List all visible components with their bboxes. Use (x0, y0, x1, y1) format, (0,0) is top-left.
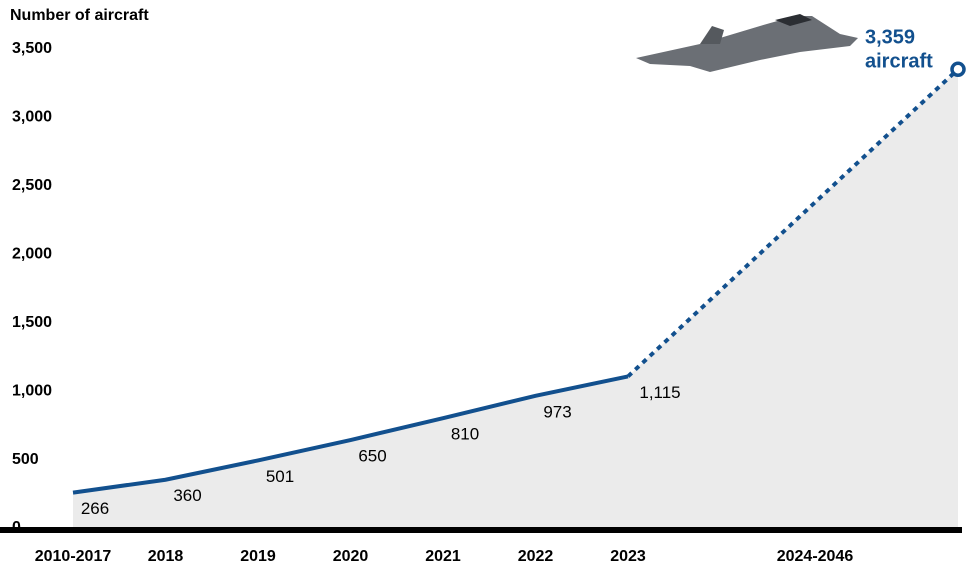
x-tick-label: 2023 (610, 548, 646, 565)
value-label: 973 (543, 402, 571, 421)
x-tick-label: 2022 (518, 548, 554, 565)
value-label: 266 (81, 499, 109, 518)
value-label: 360 (173, 486, 201, 505)
x-tick-label: 2020 (333, 548, 369, 565)
line (72, 374, 629, 495)
area (73, 69, 958, 529)
x-tick-label: 2024-2046 (777, 548, 854, 565)
value-label: 3,359 (865, 26, 915, 48)
x-tick-label: 2019 (240, 548, 276, 565)
y-axis-label: Number of aircraft (10, 7, 149, 24)
end-annotation: aircraft (865, 50, 933, 72)
x-tick-label: 2010-2017 (35, 548, 112, 565)
y-tick-label: 1,500 (12, 314, 52, 331)
value-label: 810 (451, 425, 479, 444)
y-tick-label: 2,500 (12, 177, 52, 194)
y-tick-label: 3,000 (12, 109, 52, 126)
y-tick-label: 1,000 (12, 382, 52, 399)
y-tick-label: 2,000 (12, 246, 52, 263)
value-label: 501 (266, 467, 294, 486)
aircraft-image (636, 14, 858, 72)
y-tick-label: 500 (12, 451, 39, 468)
y-tick-label: 3,500 (12, 40, 52, 57)
value-label: 1,115 (639, 383, 680, 402)
end-marker (950, 61, 966, 78)
x-tick-label: 2018 (148, 548, 184, 565)
value-label: 650 (358, 447, 386, 466)
x-tick-label: 2021 (425, 548, 461, 565)
